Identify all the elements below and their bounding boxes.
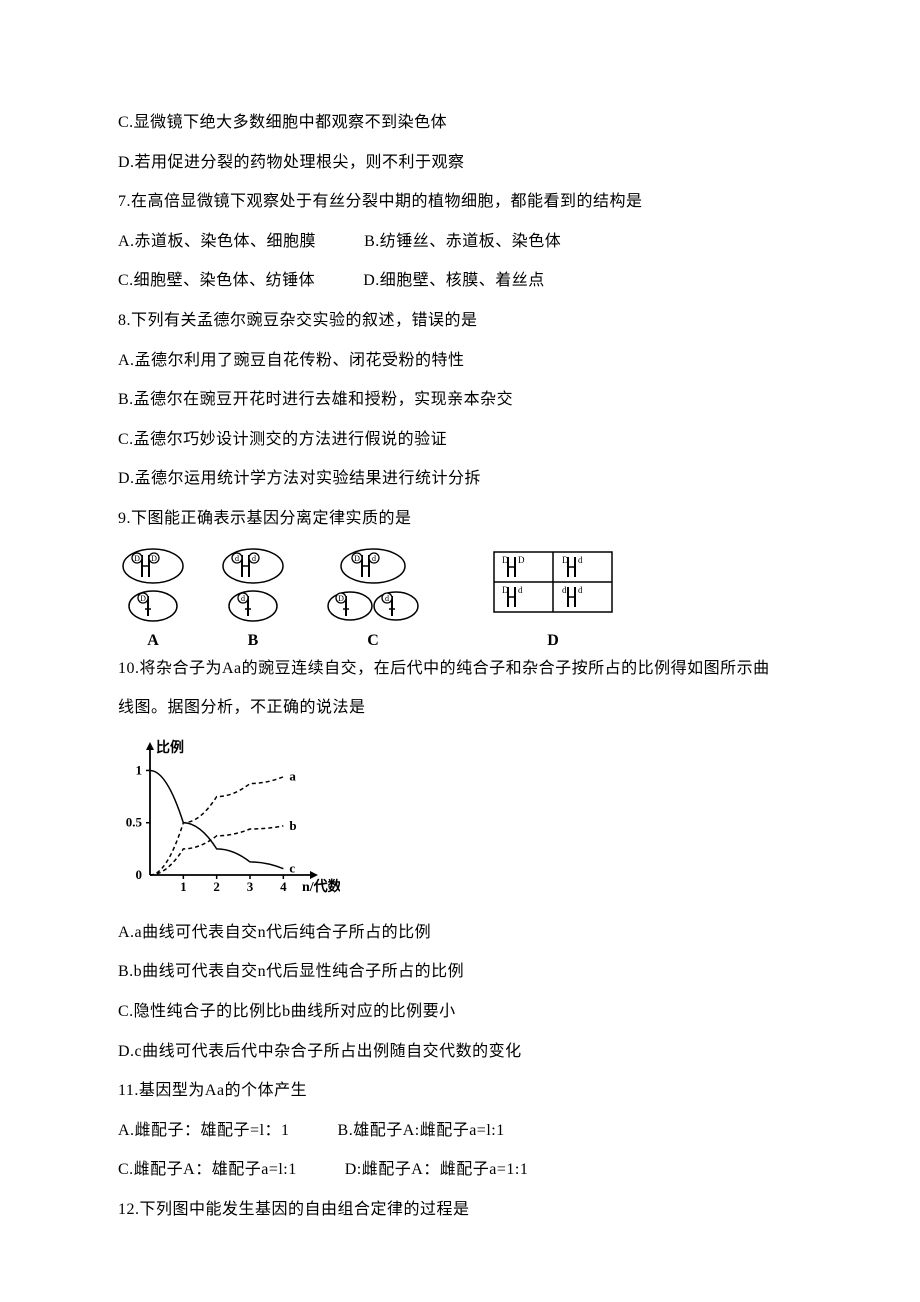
q9-fig-a: D D D A [118,546,188,650]
q10-stem-1: 10.将杂合子为Aa的豌豆连续自交，在后代中的纯合子和杂合子按所占的比例得如图所… [118,656,802,682]
q10-stem-2: 线图。据图分析，不正确的说法是 [118,695,802,721]
svg-text:1: 1 [180,879,187,894]
q6-option-d: D.若用促进分裂的药物处理根尖，则不利于观察 [118,150,802,176]
q8-option-d: D.孟德尔运用统计学方法对实验结果进行统计分拆 [118,466,802,492]
q10-option-c: C.隐性纯合子的比例比b曲线所对应的比例要小 [118,999,802,1025]
q10-option-a: A.a曲线可代表自交n代后纯合子所占的比例 [118,920,802,946]
svg-text:D: D [338,594,344,603]
q10-chart: 1 2 3 4 0 0.5 1 比例 n/代数 a b c [110,735,802,910]
svg-text:0: 0 [136,867,143,882]
svg-text:c: c [289,860,295,875]
q8-option-a: A.孟德尔利用了豌豆自花传粉、闭花受粉的特性 [118,348,802,374]
q12-stem: 12.下列图中能发生基因的自由组合定律的过程是 [118,1197,802,1223]
q9-label-a: A [147,632,159,650]
svg-text:0.5: 0.5 [126,814,143,829]
svg-text:3: 3 [247,879,254,894]
q7-option-b: B.纺锤丝、赤道板、染色体 [364,229,561,255]
svg-text:D: D [134,554,140,563]
svg-text:D: D [562,555,569,565]
svg-text:D: D [354,554,360,563]
q11-option-a: A.雌配子：雄配子=l：1 [118,1118,290,1144]
q7-option-c: C.细胞壁、染色体、纺锤体 [118,268,315,294]
svg-text:d: d [372,554,376,563]
q9-diagram-row: D D D A d d d B [118,546,802,650]
q9-label-d: D [547,632,559,650]
svg-text:D: D [502,555,509,565]
q9-fig-b: d d d B [218,546,288,650]
svg-text:D: D [518,555,525,565]
q10-option-d: D.c曲线可代表后代中杂合子所占出例随自交代数的变化 [118,1039,802,1065]
svg-text:比例: 比例 [156,739,184,756]
q8-option-c: C.孟德尔巧妙设计测交的方法进行假说的验证 [118,427,802,453]
svg-text:d: d [578,585,583,595]
q11-stem: 11.基因型为Aa的个体产生 [118,1078,802,1104]
q7-option-d: D.细胞壁、核膜、着丝点 [363,268,545,294]
q11-option-b: B.雄配子A:雌配子a=l:1 [338,1118,505,1144]
svg-text:d: d [518,585,523,595]
q9-label-c: C [367,632,379,650]
svg-text:4: 4 [280,879,287,894]
svg-text:a: a [289,768,296,783]
q8-option-b: B.孟德尔在豌豆开花时进行去雄和授粉，实现亲本杂交 [118,387,802,413]
q9-fig-c: D d D d C [318,546,428,650]
q9-label-b: B [248,632,259,650]
q9-stem: 9.下图能正确表示基因分离定律实质的是 [118,506,802,532]
q11-option-d: D:雌配子A：雌配子a=1:1 [345,1157,529,1183]
svg-text:b: b [289,818,296,833]
svg-text:d: d [235,554,239,563]
svg-text:D: D [140,594,146,603]
svg-text:d: d [385,594,389,603]
svg-text:2: 2 [213,879,220,894]
svg-text:d: d [562,585,567,595]
q6-option-c: C.显微镜下绝大多数细胞中都观察不到染色体 [118,110,802,136]
svg-text:d: d [241,594,245,603]
svg-text:1: 1 [136,762,143,777]
q9-fig-d: D D D d D d d d D [488,546,618,650]
svg-text:d: d [252,554,256,563]
svg-text:n/代数: n/代数 [302,878,340,895]
svg-text:D: D [502,585,509,595]
svg-text:d: d [578,555,583,565]
q7-stem: 7.在高倍显微镜下观察处于有丝分裂中期的植物细胞，都能看到的结构是 [118,189,802,215]
q8-stem: 8.下列有关孟德尔豌豆杂交实验的叙述，错误的是 [118,308,802,334]
q10-option-b: B.b曲线可代表自交n代后显性纯合子所占的比例 [118,959,802,985]
q11-option-c: C.雌配子A：雄配子a=l:1 [118,1157,297,1183]
q7-option-a: A.赤道板、染色体、细胞膜 [118,229,316,255]
svg-text:D: D [151,554,157,563]
